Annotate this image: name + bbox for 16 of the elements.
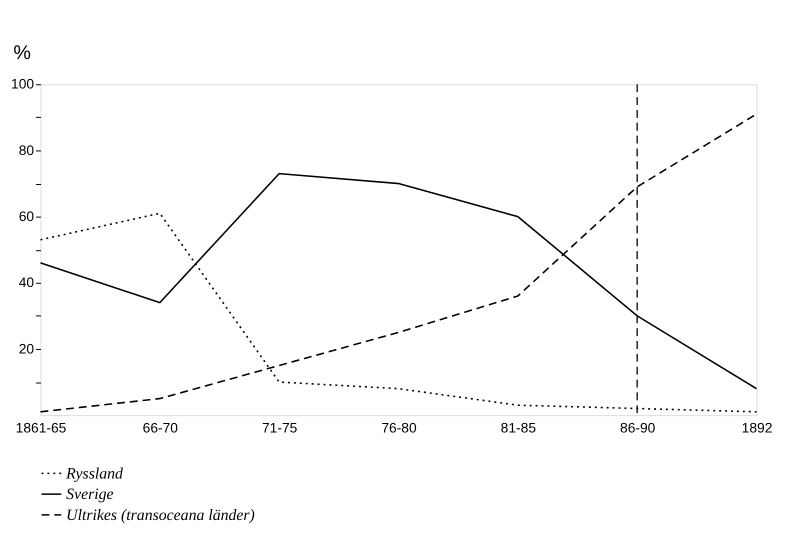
x-tick-label: 76-80	[381, 419, 417, 436]
x-tick-label: 86-90	[620, 419, 656, 436]
y-tick-label: 80	[18, 142, 34, 158]
legend-label: Ryssland	[65, 465, 124, 482]
y-tick-label: 40	[18, 274, 34, 290]
y-axis-title: %	[13, 42, 31, 64]
y-tick-label: 20	[18, 340, 34, 356]
y-tick-label: 100	[11, 76, 34, 92]
x-tick-label: 71-75	[262, 419, 298, 436]
x-tick-label: 1892	[742, 419, 772, 436]
y-tick-label: 60	[18, 208, 34, 224]
x-tick-label: 66-70	[142, 419, 178, 436]
legend-label: Ultrikes (transoceana länder)	[66, 506, 255, 524]
x-tick-label: 1861-65	[16, 419, 67, 436]
x-tick-label: 81-85	[500, 419, 536, 436]
legend-label: Sverige	[66, 486, 114, 504]
